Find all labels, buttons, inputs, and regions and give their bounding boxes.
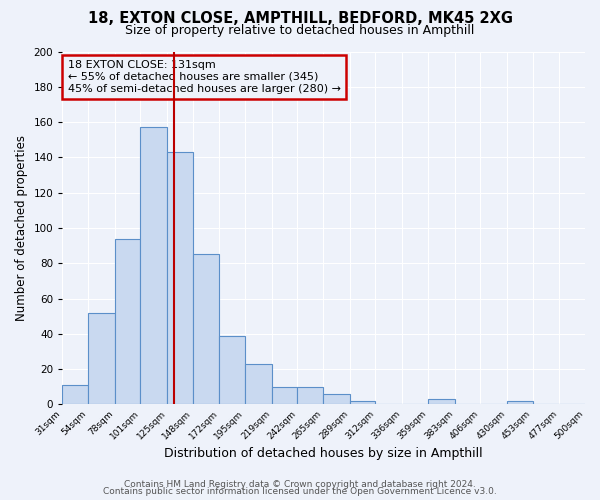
Bar xyxy=(298,387,323,404)
Bar xyxy=(272,387,298,404)
Bar xyxy=(323,394,350,404)
Bar xyxy=(88,312,115,404)
Bar xyxy=(62,385,88,404)
Bar xyxy=(245,364,272,405)
X-axis label: Distribution of detached houses by size in Ampthill: Distribution of detached houses by size … xyxy=(164,447,483,460)
Text: Contains HM Land Registry data © Crown copyright and database right 2024.: Contains HM Land Registry data © Crown c… xyxy=(124,480,476,489)
Bar xyxy=(428,399,455,404)
Bar xyxy=(167,152,193,405)
Text: Size of property relative to detached houses in Ampthill: Size of property relative to detached ho… xyxy=(125,24,475,37)
Y-axis label: Number of detached properties: Number of detached properties xyxy=(15,135,28,321)
Bar xyxy=(507,401,533,404)
Bar xyxy=(140,128,167,404)
Text: 18 EXTON CLOSE: 131sqm
← 55% of detached houses are smaller (345)
45% of semi-de: 18 EXTON CLOSE: 131sqm ← 55% of detached… xyxy=(68,60,341,94)
Bar xyxy=(193,254,220,404)
Bar xyxy=(220,336,245,404)
Bar xyxy=(350,401,376,404)
Text: 18, EXTON CLOSE, AMPTHILL, BEDFORD, MK45 2XG: 18, EXTON CLOSE, AMPTHILL, BEDFORD, MK45… xyxy=(88,11,512,26)
Bar xyxy=(115,238,140,404)
Text: Contains public sector information licensed under the Open Government Licence v3: Contains public sector information licen… xyxy=(103,488,497,496)
